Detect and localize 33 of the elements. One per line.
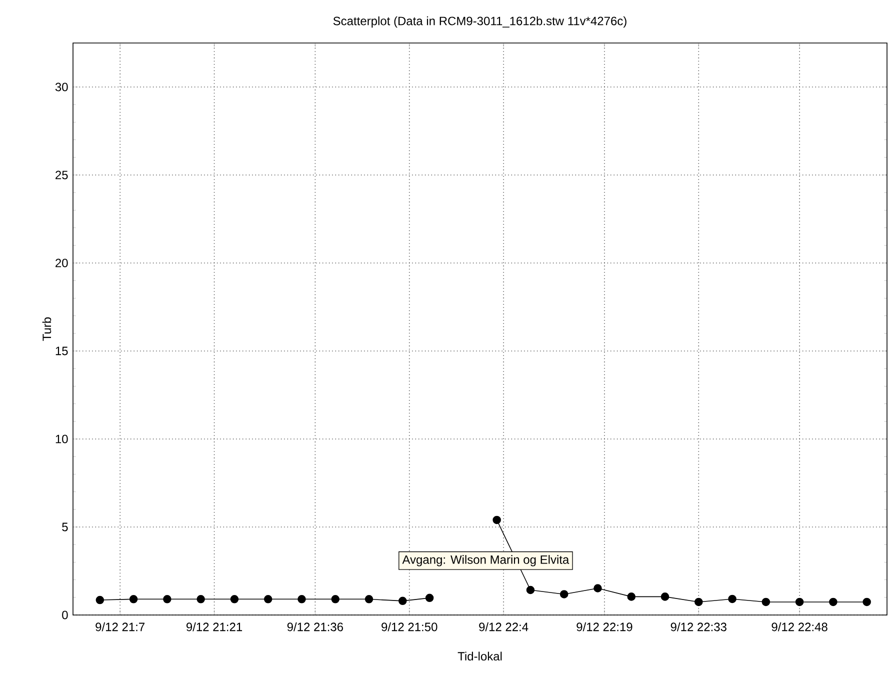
point [96,596,104,604]
point [728,594,736,604]
point [298,595,306,604]
x-tick-label: 9/12 22:48 [772,622,828,632]
y-tick-label: 15 [56,346,68,356]
x-tick-label: 9/12 21:50 [382,622,438,632]
point [762,598,770,606]
point [196,595,205,604]
point [862,598,871,606]
point [129,595,138,604]
x-axis-title: Tid-lokal [458,652,502,661]
point [694,598,703,606]
x-tick-label: 9/12 22:33 [670,622,726,632]
y-tick-label: 0 [62,610,68,620]
point [795,598,804,606]
x-tick-label: 9/12 22:19 [576,622,632,632]
y-tick-label: 25 [56,170,68,180]
point [829,598,838,606]
y-tick-label: 5 [62,522,68,532]
x-tick-label: 9/12 21:7 [96,622,144,632]
chart-title: Scatterplot (Data in RCM9-3011_1612b.stw 11v*4276c) [333,16,626,28]
point [230,595,239,604]
x-tick-label: 9/12 21:36 [287,622,343,632]
point [264,595,272,604]
y-tick-label: 10 [56,434,68,444]
point [163,595,172,604]
y-tick-label: 20 [56,258,68,268]
x-tick-label: 9/12 22:4 [479,622,528,632]
x-tick-label: 9/12 21:21 [186,622,242,632]
y-axis-title: Turb [42,317,52,341]
point [660,592,670,601]
y-tick-label: 30 [55,82,68,92]
annotation: Avgang: Wilson Marin og Elvita [402,555,570,566]
